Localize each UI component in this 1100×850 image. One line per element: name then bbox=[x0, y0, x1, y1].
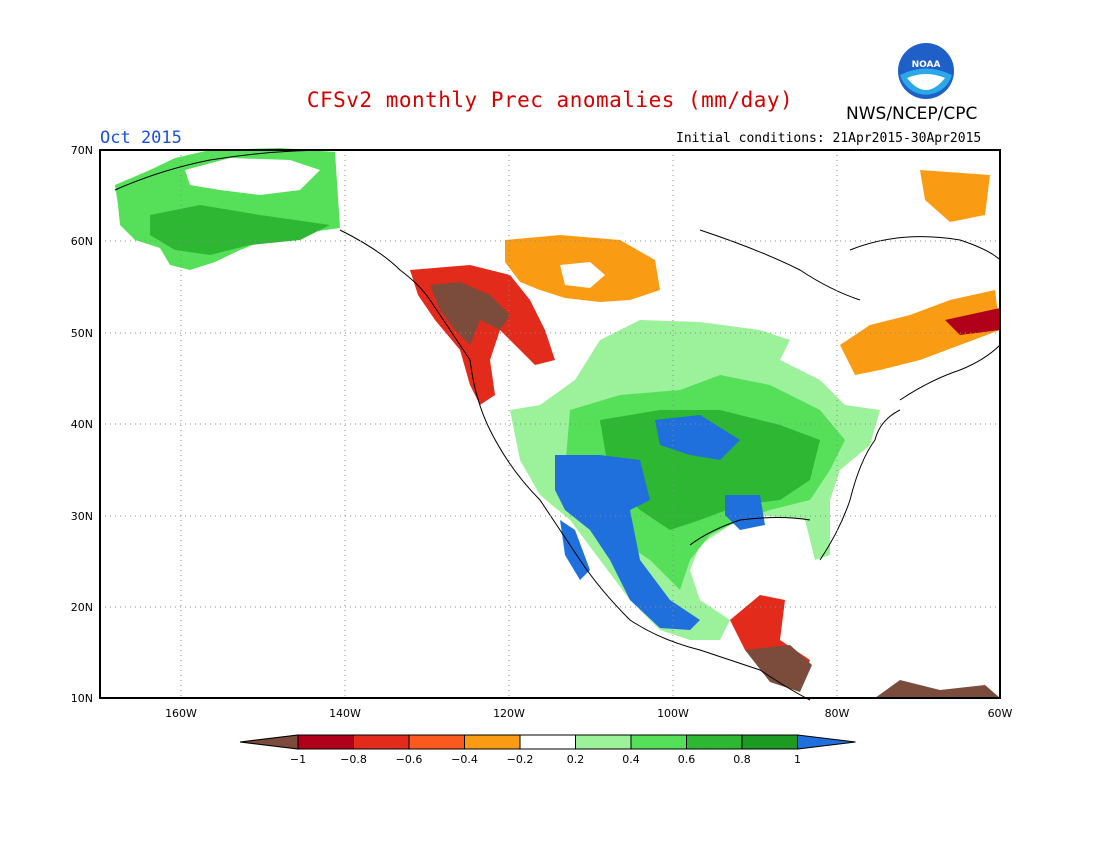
coastlines bbox=[114, 149, 1001, 701]
logo-text: NOAA bbox=[912, 60, 941, 70]
colorbar-label: 0.4 bbox=[622, 753, 640, 766]
noaa-logo: NOAA bbox=[898, 43, 954, 99]
colorbar-segment bbox=[741, 734, 798, 750]
us-wet-core bbox=[600, 410, 820, 530]
lat-label: 20N bbox=[71, 601, 93, 614]
lat-label: 30N bbox=[71, 510, 93, 523]
colorbar-label: 0.6 bbox=[678, 753, 696, 766]
lat-label: 10N bbox=[71, 692, 93, 705]
central-america-dry-core bbox=[745, 645, 812, 692]
lon-label: 60W bbox=[988, 707, 1013, 720]
anomaly-fields bbox=[115, 148, 1000, 698]
colorbar-arrow-low bbox=[239, 734, 299, 750]
lat-label: 40N bbox=[71, 418, 93, 431]
colorbar-segment bbox=[297, 734, 354, 750]
baja-very-wet bbox=[560, 520, 590, 580]
alaska-interior-dry bbox=[185, 158, 320, 195]
greenland-dry bbox=[920, 170, 990, 222]
lat-label: 50N bbox=[71, 327, 93, 340]
colorbar-label: 0.8 bbox=[733, 753, 751, 766]
east-canada-dry-core bbox=[945, 308, 1000, 335]
lon-label: 80W bbox=[825, 707, 850, 720]
colorbar-segment bbox=[686, 734, 743, 750]
latitude-labels: 70N 60N 50N 40N 30N 20N 10N bbox=[71, 144, 93, 705]
gulf-very-wet bbox=[725, 495, 765, 530]
colorbar-arrow-high bbox=[797, 734, 856, 750]
south-america-dry bbox=[875, 680, 1000, 698]
central-very-wet bbox=[655, 415, 740, 460]
colorbar-label: 0.2 bbox=[567, 753, 585, 766]
lat-label: 70N bbox=[71, 144, 93, 157]
map-frame bbox=[99, 149, 1001, 699]
graticule bbox=[100, 150, 1000, 698]
colorbar-segment bbox=[464, 734, 521, 750]
colorbar-segment bbox=[575, 734, 632, 750]
colorbar-segment bbox=[630, 734, 687, 750]
southwest-very-wet bbox=[555, 455, 700, 630]
chart-title: CFSv2 monthly Prec anomalies (mm/day) bbox=[306, 88, 794, 112]
colorbar-segment bbox=[353, 734, 410, 750]
alaska-wet-core bbox=[150, 205, 330, 255]
lon-label: 120W bbox=[493, 707, 525, 720]
lon-label: 160W bbox=[165, 707, 197, 720]
lat-label: 60N bbox=[71, 235, 93, 248]
colorbar-label: −0.6 bbox=[396, 753, 423, 766]
colorbar-label: 1 bbox=[794, 753, 801, 766]
forecast-month: Oct 2015 bbox=[100, 128, 182, 148]
longitude-labels: 160W 140W 120W 100W 80W 60W bbox=[165, 707, 1012, 720]
colorbar: −1 −0.8 −0.6 −0.4 −0.2 0.2 0.4 0.6 0.8 1 bbox=[239, 734, 856, 766]
canada-dry-hole bbox=[560, 262, 605, 288]
colorbar-label: −0.2 bbox=[507, 753, 534, 766]
pnw-dry-core bbox=[430, 282, 510, 345]
colorbar-label: −0.8 bbox=[340, 753, 367, 766]
colorbar-label: −1 bbox=[290, 753, 306, 766]
initial-conditions: Initial conditions: 21Apr2015-30Apr2015 bbox=[676, 131, 982, 146]
colorbar-segment bbox=[519, 734, 576, 750]
agency-label: NWS/NCEP/CPC bbox=[846, 104, 978, 124]
lon-label: 100W bbox=[657, 707, 689, 720]
colorbar-label: −0.4 bbox=[451, 753, 478, 766]
colorbar-segment bbox=[408, 734, 465, 750]
lon-label: 140W bbox=[329, 707, 361, 720]
